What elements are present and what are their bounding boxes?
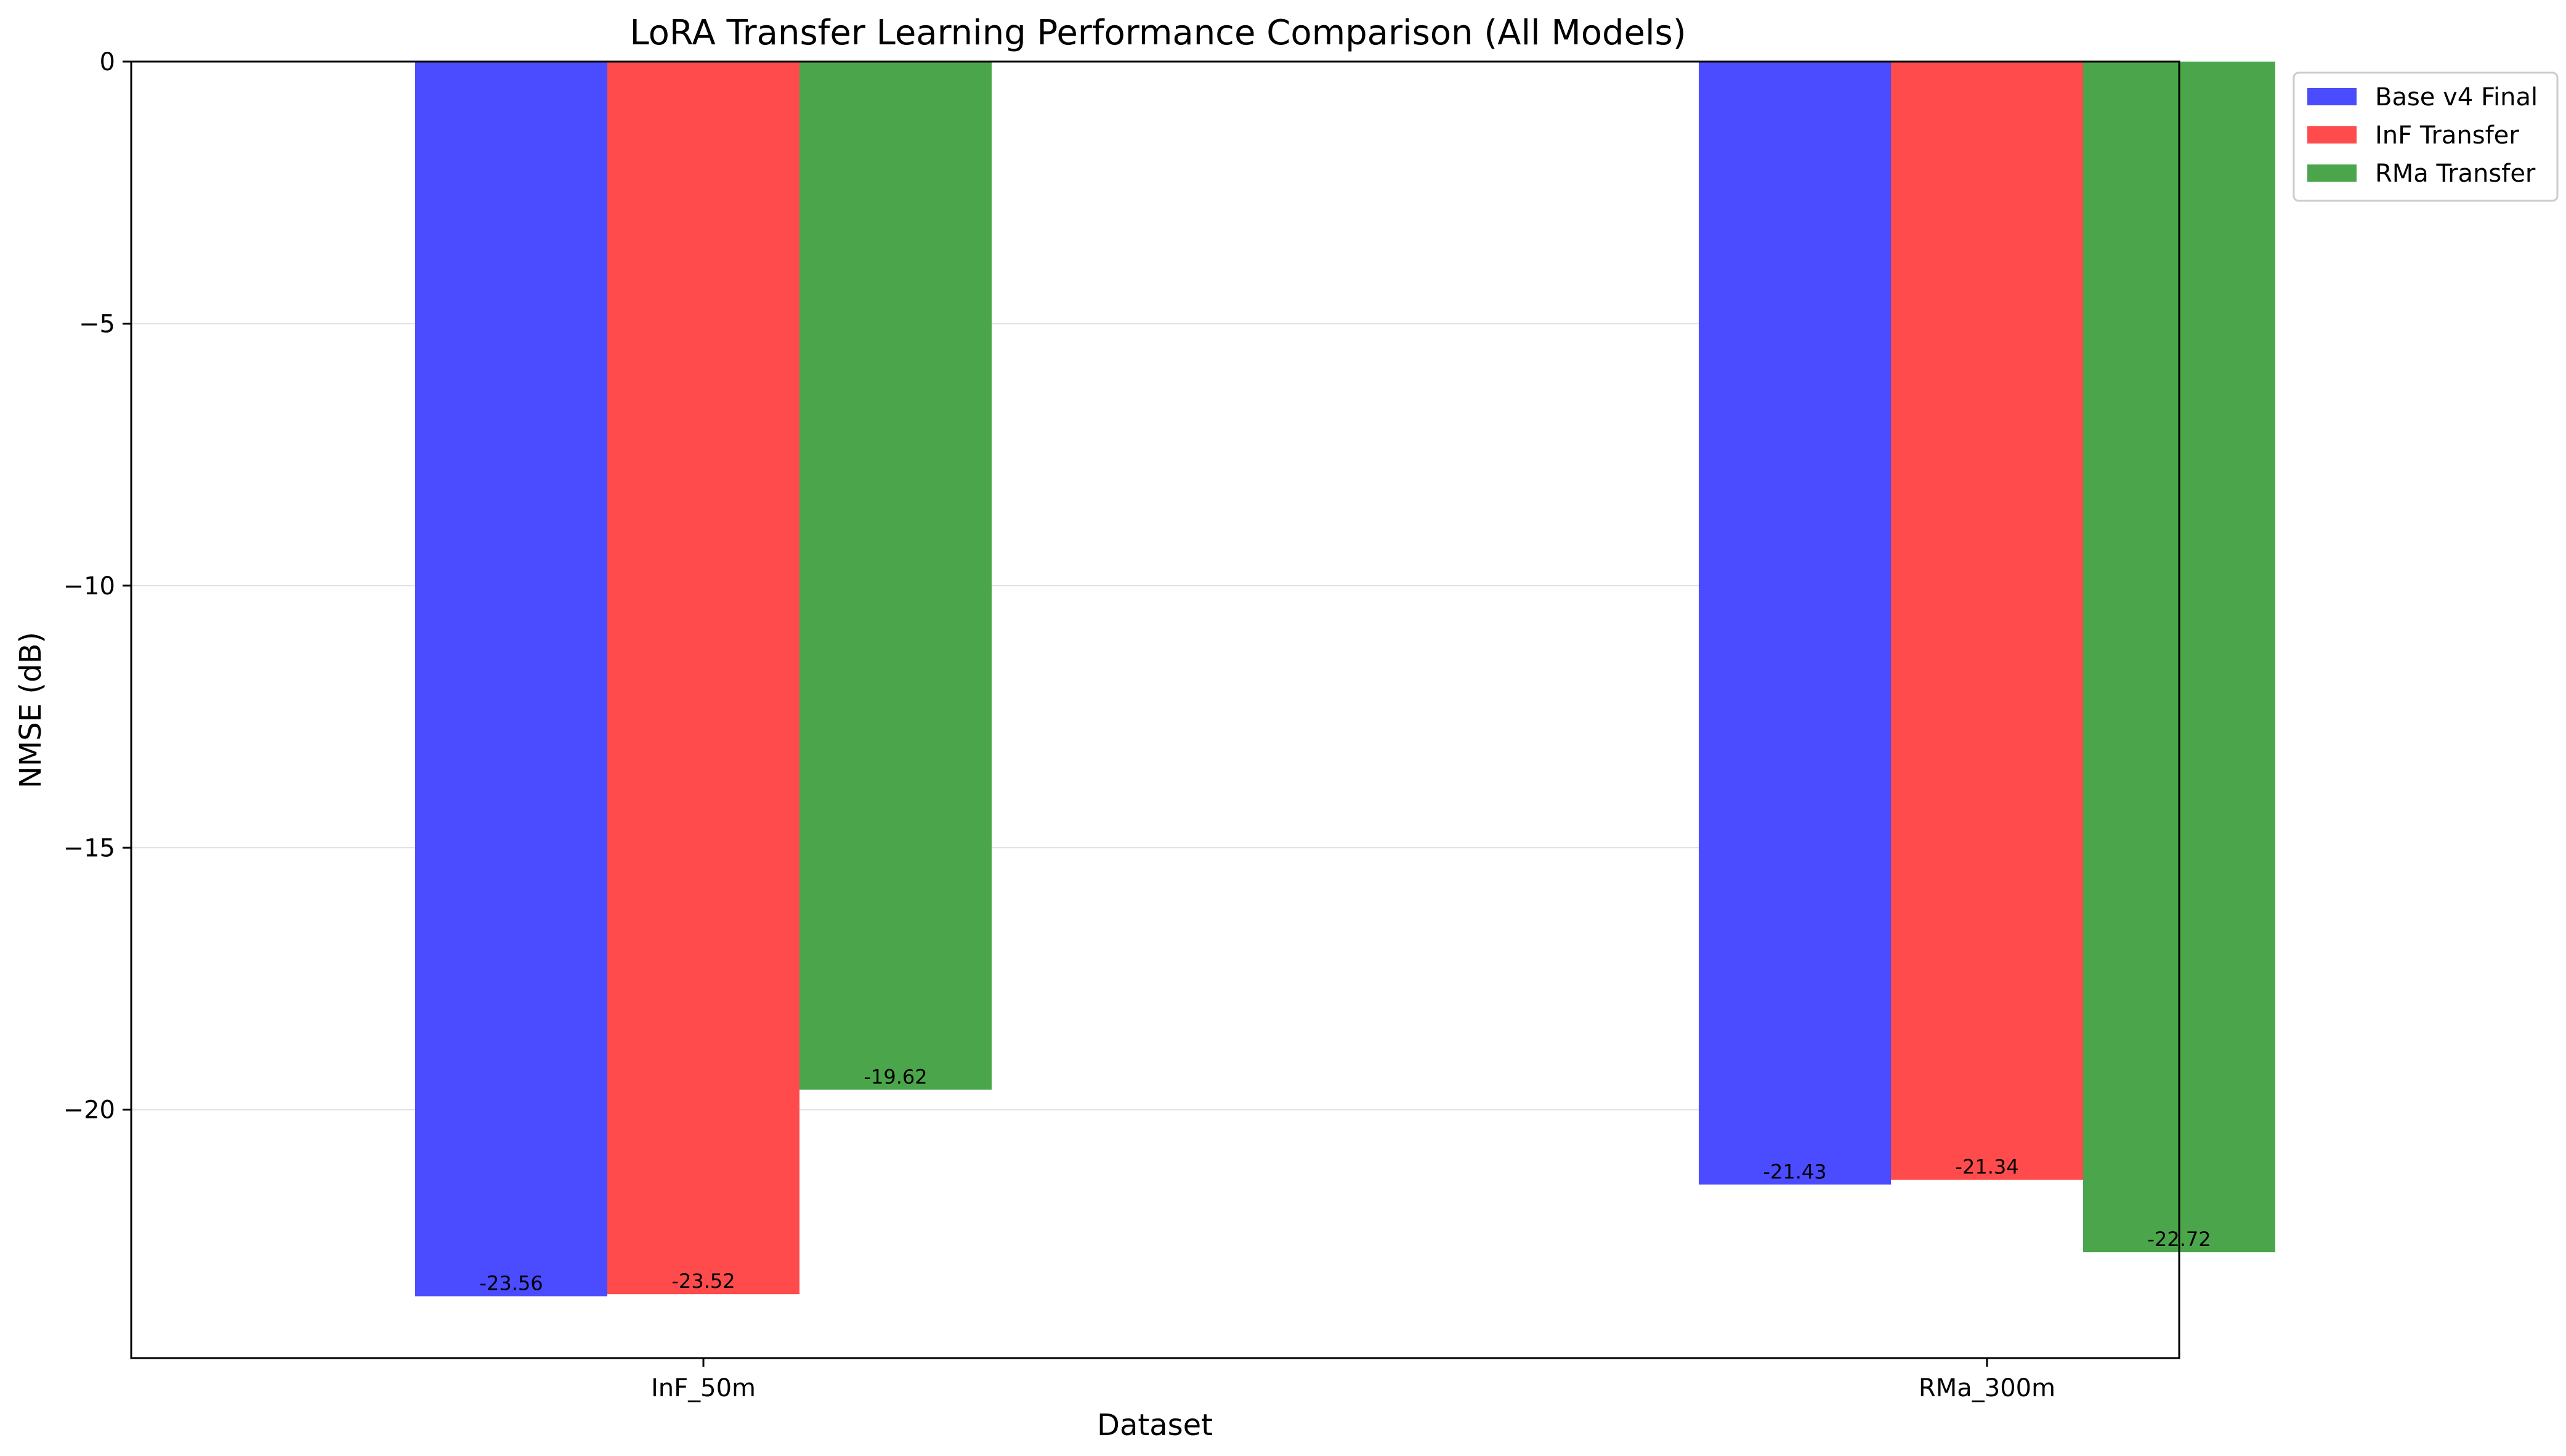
x-tick-label: RMa_300m <box>1919 1374 2055 1402</box>
y-axis-label: NMSE (dB) <box>14 632 48 788</box>
y-axis-ticks: 0 −5 −10 −15 −20 <box>63 48 131 1125</box>
bar-value-label: -23.52 <box>671 1269 735 1293</box>
bars: -23.56-21.43-23.52-21.34-19.62-22.72 <box>415 62 2275 1296</box>
bar <box>799 62 992 1090</box>
bar-value-label: -19.62 <box>864 1065 927 1088</box>
y-tick-label: 0 <box>100 48 115 76</box>
chart-title: LoRA Transfer Learning Performance Compa… <box>629 13 1686 53</box>
bar-value-label: -21.34 <box>1955 1155 2018 1179</box>
x-axis-ticks: InF_50m RMa_300m <box>651 1358 2055 1402</box>
legend-swatch <box>2307 164 2357 182</box>
legend-label: RMa Transfer <box>2375 160 2536 188</box>
bar <box>415 62 607 1296</box>
legend-box <box>2293 71 2559 202</box>
bar-value-label: -21.43 <box>1763 1160 1826 1183</box>
legend-swatch <box>2307 88 2357 105</box>
legend-label: InF Transfer <box>2375 121 2519 150</box>
bar <box>607 62 799 1295</box>
bar-value-label: -23.56 <box>479 1272 543 1295</box>
legend-label: Base v4 Final <box>2375 83 2538 111</box>
bar <box>1891 62 2083 1180</box>
legend-swatch <box>2307 126 2357 144</box>
x-axis-label: Dataset <box>1097 1408 1213 1442</box>
legend: Base v4 Final InF Transfer RMa Transfer <box>2293 71 2559 202</box>
y-tick-label: −10 <box>63 572 115 601</box>
y-tick-label: −20 <box>63 1096 115 1125</box>
y-tick-label: −15 <box>63 834 115 862</box>
x-tick-label: InF_50m <box>651 1374 756 1402</box>
plot-frame <box>130 60 2180 1359</box>
y-tick-label: −5 <box>79 310 115 338</box>
bar <box>1699 62 1891 1185</box>
